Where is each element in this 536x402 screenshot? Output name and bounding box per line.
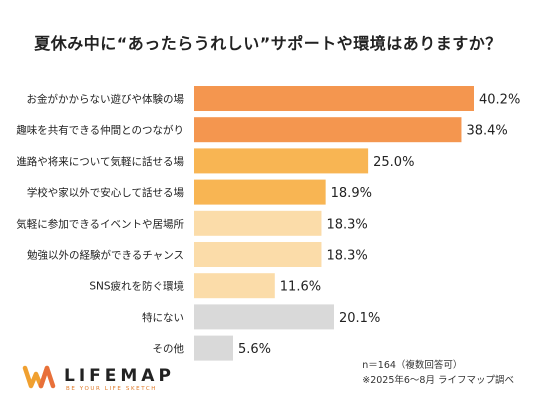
bar <box>194 179 326 205</box>
survey-source-note: ※2025年6〜8月 ライフマップ調べ <box>362 375 514 386</box>
bar <box>194 148 369 174</box>
bar <box>194 273 275 299</box>
lifemap-logo: LIFEMAP BE YOUR LIFE SKETCH <box>22 364 222 394</box>
sample-size-note: n＝164（複数回答可） <box>362 360 463 371</box>
footer-notes: n＝164（複数回答可） ※2025年6〜8月 ライフマップ調べ <box>362 358 514 388</box>
value-label: 18.3% <box>326 217 367 232</box>
value-label: 20.1% <box>339 311 380 326</box>
bar <box>194 210 322 236</box>
bar <box>194 335 234 361</box>
chart-title: 夏休み中に“あったらうれしい”サポートや環境はありますか？ <box>34 34 502 53</box>
value-label: 40.2% <box>479 93 520 108</box>
category-label: 趣味を共有できる仲間とのつながり <box>16 124 184 137</box>
value-label: 5.6% <box>238 342 271 357</box>
logo-tagline: BE YOUR LIFE SKETCH <box>66 386 158 392</box>
logo-wordmark: LIFEMAP <box>64 366 175 386</box>
bar <box>194 242 322 267</box>
bar <box>194 117 462 143</box>
value-label: 25.0% <box>373 155 414 170</box>
category-label: 進路や将来について気軽に話せる場 <box>16 155 184 168</box>
bar <box>194 86 474 111</box>
value-label: 38.4% <box>466 124 507 139</box>
category-label: 学校や家以外で安心して話せる場 <box>27 186 185 199</box>
lifemap-logo-mark-icon <box>22 365 56 389</box>
category-label: SNS疲れを防ぐ環境 <box>89 280 184 293</box>
value-label: 18.3% <box>326 249 367 264</box>
bar <box>194 304 334 330</box>
category-label: 勉強以外の経験ができるチャンス <box>27 249 184 262</box>
category-label: 特にない <box>142 312 184 324</box>
value-label: 18.9% <box>331 186 372 201</box>
category-label: 気軽に参加できるイベントや居場所 <box>16 217 184 230</box>
value-label: 11.6% <box>280 280 321 295</box>
category-label: その他 <box>153 342 185 355</box>
category-label: お金がかからない遊びや体験の場 <box>27 93 185 106</box>
